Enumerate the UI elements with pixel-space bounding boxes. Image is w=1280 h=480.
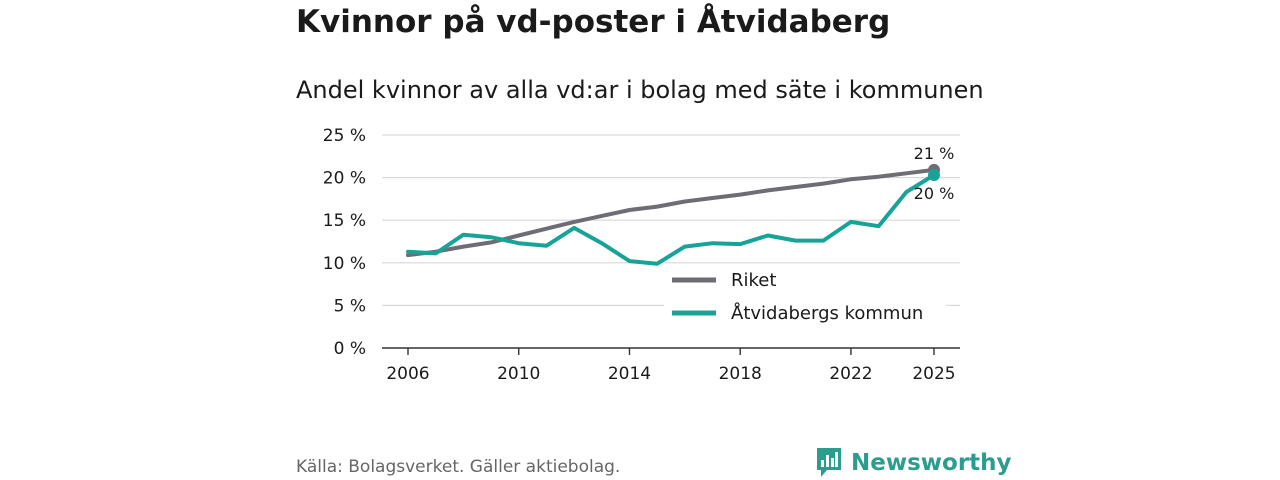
chart-subtitle: Andel kvinnor av alla vd:ar i bolag med … — [296, 76, 984, 104]
x-tick-label: 2006 — [386, 364, 429, 384]
brand-logo: Newsworthy — [815, 446, 1012, 480]
x-tick-label: 2010 — [497, 364, 540, 384]
series-end-point — [928, 169, 940, 182]
end-label-atvidaberg: 20 % — [914, 184, 955, 203]
legend-label: Åtvidabergs kommun — [731, 302, 923, 324]
series-line-atvidaberg — [406, 173, 936, 266]
y-axis-ticks: 0 % 5 % 10 % 15 % 20 % 25 % — [323, 126, 366, 359]
x-tick-label: 2014 — [608, 364, 651, 384]
chart-title: Kvinnor på vd-poster i Åtvidaberg — [296, 4, 891, 40]
legend: Riket Åtvidabergs kommun — [664, 264, 946, 334]
series-line-riket — [406, 167, 936, 258]
legend-label: Riket — [731, 270, 776, 291]
end-label-riket: 21 % — [914, 144, 955, 163]
y-tick-label: 20 % — [323, 169, 366, 189]
brand-name: Newsworthy — [851, 450, 1012, 476]
newsworthy-icon — [817, 448, 841, 477]
y-tick-label: 10 % — [323, 254, 366, 274]
source-note: Källa: Bolagsverket. Gäller aktiebolag. — [296, 457, 621, 477]
x-tick-label: 2025 — [912, 364, 955, 384]
y-tick-label: 25 % — [323, 126, 366, 146]
legend-background — [664, 264, 946, 334]
series-lines — [406, 163, 940, 266]
x-axis-ticks: 2006 2010 2014 2018 2022 2025 — [386, 348, 956, 384]
end-labels: 21 % 20 % — [914, 144, 955, 203]
x-tick-label: 2018 — [719, 364, 762, 384]
x-tick-label: 2022 — [829, 364, 872, 384]
y-tick-label: 15 % — [323, 211, 366, 231]
y-tick-label: 0 % — [334, 339, 366, 359]
y-tick-label: 5 % — [334, 296, 366, 316]
